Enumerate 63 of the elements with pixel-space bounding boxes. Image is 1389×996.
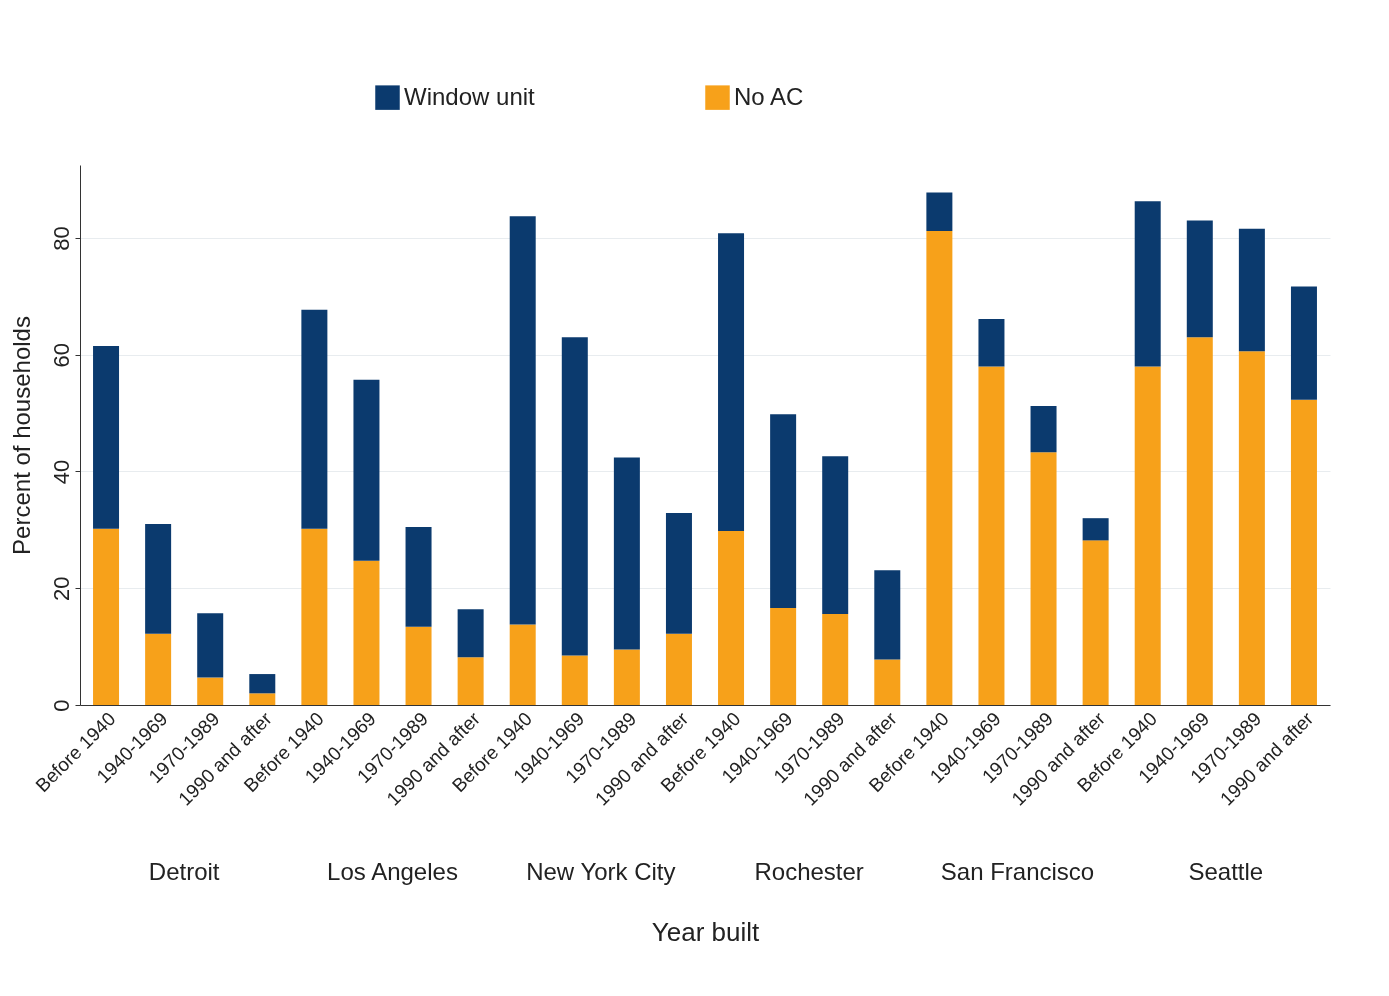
bar — [301, 309, 328, 529]
bar — [978, 366, 1005, 705]
bar — [353, 560, 380, 705]
bar — [718, 531, 745, 705]
y-tick-label: 20 — [48, 576, 74, 601]
bar — [1030, 406, 1057, 453]
bar — [561, 337, 588, 656]
text: New York City — [526, 858, 676, 885]
bar — [405, 626, 432, 705]
bar — [978, 319, 1005, 367]
text: Detroit — [148, 858, 220, 885]
bar — [1082, 540, 1109, 705]
x-axis-title: Year built — [651, 916, 760, 947]
text: Seattle — [1188, 858, 1264, 885]
legend-label: Window unit — [404, 82, 536, 110]
bar — [353, 379, 380, 561]
bar — [613, 649, 640, 705]
bar — [93, 528, 120, 705]
bar — [770, 608, 797, 705]
bar — [1290, 286, 1317, 400]
bar — [665, 512, 692, 634]
bar — [926, 192, 953, 231]
bar — [874, 570, 901, 660]
bar — [561, 655, 588, 705]
y-axis-title: Percent of households — [7, 316, 35, 555]
bar — [405, 526, 432, 627]
legend-label: No AC — [734, 82, 804, 110]
bar — [1134, 366, 1161, 705]
y-tick-label: 0 — [48, 699, 74, 712]
bar — [197, 613, 224, 678]
bar — [822, 456, 849, 614]
text: San Francisco — [940, 858, 1095, 885]
bar — [926, 230, 953, 705]
bar — [718, 233, 745, 532]
bar — [457, 609, 484, 658]
y-tick-label: 80 — [48, 226, 74, 251]
text: Rochester — [754, 858, 864, 885]
bar — [301, 528, 328, 705]
y-tick-label: 40 — [48, 459, 74, 485]
bar — [822, 613, 849, 705]
bar — [1290, 399, 1317, 705]
bar — [613, 457, 640, 650]
bar — [1134, 201, 1161, 367]
bar — [509, 216, 536, 625]
bar — [249, 674, 276, 694]
bar — [1030, 452, 1057, 705]
bar — [145, 633, 172, 705]
bar — [249, 693, 276, 705]
text: Los Angeles — [327, 858, 458, 885]
bar — [1186, 337, 1213, 705]
bar — [770, 414, 797, 609]
bar — [457, 657, 484, 705]
bar — [1186, 220, 1213, 338]
bar — [509, 624, 536, 705]
bar — [145, 524, 172, 634]
bar — [874, 659, 901, 705]
bar — [1238, 228, 1265, 352]
bar — [197, 677, 224, 705]
bar — [1082, 518, 1109, 541]
bar — [93, 345, 120, 529]
bar — [665, 633, 692, 705]
y-tick-label: 60 — [48, 342, 74, 368]
bar — [1238, 351, 1265, 705]
